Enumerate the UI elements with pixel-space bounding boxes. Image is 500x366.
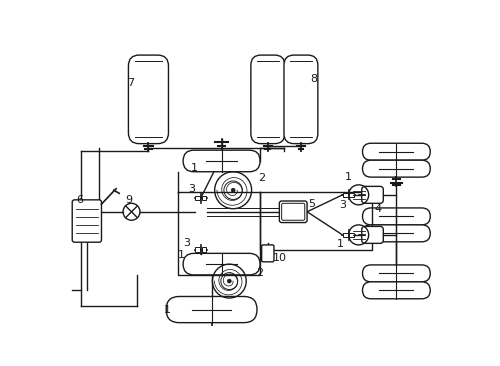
Text: 1: 1 bbox=[337, 239, 344, 249]
Text: 1: 1 bbox=[178, 250, 184, 260]
Text: 10: 10 bbox=[273, 253, 287, 263]
FancyBboxPatch shape bbox=[362, 186, 384, 203]
Text: 2: 2 bbox=[258, 173, 266, 183]
Text: 8: 8 bbox=[310, 74, 318, 85]
Bar bbox=[202, 247, 206, 252]
Circle shape bbox=[228, 279, 231, 283]
FancyBboxPatch shape bbox=[183, 150, 260, 172]
FancyBboxPatch shape bbox=[284, 55, 318, 143]
FancyBboxPatch shape bbox=[280, 201, 307, 223]
FancyBboxPatch shape bbox=[362, 225, 430, 242]
FancyBboxPatch shape bbox=[282, 203, 305, 220]
Bar bbox=[196, 195, 200, 200]
FancyBboxPatch shape bbox=[362, 160, 430, 177]
FancyBboxPatch shape bbox=[362, 265, 430, 282]
Text: 4: 4 bbox=[374, 204, 381, 214]
Bar bbox=[350, 193, 354, 197]
Bar bbox=[196, 247, 200, 252]
FancyBboxPatch shape bbox=[183, 253, 260, 275]
Bar bbox=[350, 232, 354, 237]
Text: 3: 3 bbox=[340, 200, 346, 210]
FancyBboxPatch shape bbox=[166, 296, 257, 323]
Bar bbox=[202, 195, 206, 200]
FancyBboxPatch shape bbox=[362, 227, 384, 243]
Bar bbox=[344, 232, 348, 237]
FancyBboxPatch shape bbox=[262, 245, 274, 262]
Text: 3: 3 bbox=[188, 184, 196, 194]
Text: 1: 1 bbox=[164, 305, 171, 315]
Text: 9: 9 bbox=[126, 195, 132, 205]
Text: 7: 7 bbox=[127, 78, 134, 88]
Text: 2: 2 bbox=[256, 268, 264, 279]
Bar bbox=[344, 193, 348, 197]
Text: 5: 5 bbox=[308, 199, 316, 209]
FancyBboxPatch shape bbox=[362, 282, 430, 299]
FancyBboxPatch shape bbox=[128, 55, 168, 143]
FancyBboxPatch shape bbox=[72, 200, 102, 242]
Text: 3: 3 bbox=[183, 238, 190, 248]
FancyBboxPatch shape bbox=[251, 55, 284, 143]
Text: 1: 1 bbox=[345, 172, 352, 182]
FancyBboxPatch shape bbox=[362, 143, 430, 160]
Text: 1: 1 bbox=[191, 163, 198, 173]
Circle shape bbox=[231, 188, 235, 192]
Text: 6: 6 bbox=[76, 195, 83, 205]
FancyBboxPatch shape bbox=[362, 208, 430, 225]
